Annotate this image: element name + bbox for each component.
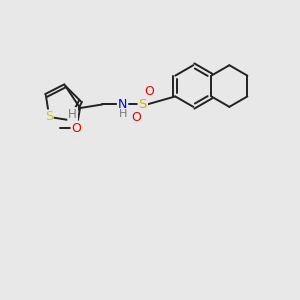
Text: S: S [139, 98, 147, 111]
Text: S: S [45, 110, 53, 124]
Text: H: H [68, 108, 77, 121]
Text: O: O [131, 111, 141, 124]
Text: O: O [144, 85, 154, 98]
Text: N: N [118, 98, 127, 111]
Text: O: O [72, 122, 81, 135]
Text: H: H [118, 109, 127, 119]
